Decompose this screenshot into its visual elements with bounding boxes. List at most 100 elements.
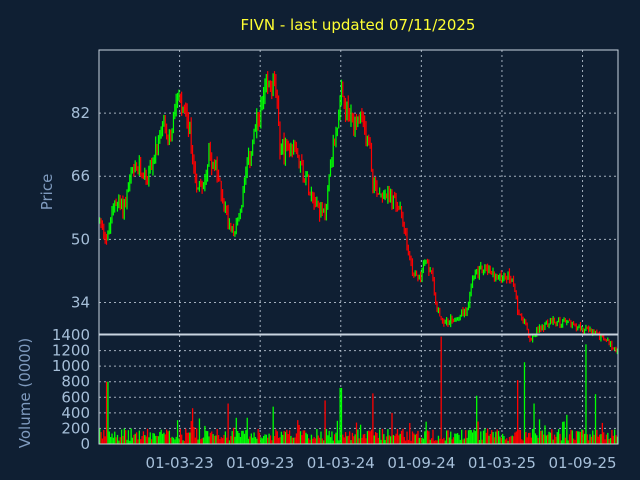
volume-bar — [227, 403, 229, 444]
volume-bar — [220, 437, 222, 444]
volume-bar — [581, 429, 583, 444]
volume-bar — [478, 440, 481, 444]
volume-bar — [291, 437, 293, 444]
volume-bar — [564, 437, 567, 444]
volume-bar — [174, 439, 176, 444]
volume-bar — [256, 438, 258, 444]
volume-bar — [339, 387, 341, 444]
volume-bar — [105, 381, 108, 444]
volume-bar — [287, 434, 289, 444]
volume-bar — [526, 437, 528, 444]
volume-bar — [473, 429, 475, 444]
volume-bar — [294, 437, 296, 444]
volume-bar — [544, 425, 546, 444]
volume-bar — [489, 433, 491, 444]
volume-bar — [364, 433, 366, 444]
volume-bar — [115, 437, 117, 444]
volume-bar — [215, 435, 217, 444]
volume-bar — [613, 429, 616, 444]
volume-bar — [392, 435, 395, 444]
volume-bar — [125, 430, 127, 444]
volume-bar — [511, 435, 513, 444]
volume-bar — [481, 439, 483, 444]
volume-bar — [353, 436, 355, 444]
volume-bar — [549, 432, 552, 444]
volume-bar — [426, 430, 429, 444]
volume-bar — [237, 431, 239, 444]
volume-bar — [182, 440, 184, 444]
volume-bar — [522, 440, 524, 444]
price-tick-labels: 34 50 66 82 — [71, 104, 90, 311]
volume-bar — [600, 434, 602, 444]
volume-bar — [155, 435, 157, 444]
volume-axis-label: Volume (0000) — [16, 338, 34, 448]
volume-bar — [267, 437, 269, 444]
volume-bar — [415, 433, 418, 444]
volume-bar — [288, 430, 291, 444]
volume-bar — [178, 438, 180, 444]
volume-bar — [347, 435, 349, 444]
volume-bar — [111, 433, 113, 444]
volume-bar — [194, 437, 196, 444]
volume-bar — [616, 436, 619, 444]
volume-bar — [217, 435, 220, 444]
volume-bar — [313, 437, 315, 444]
volume-bar — [187, 432, 190, 444]
volume-bar — [243, 433, 246, 444]
volume-bar — [536, 435, 538, 444]
volume-bar — [137, 439, 139, 444]
volume-bar — [461, 429, 463, 444]
volume-bar — [344, 432, 347, 444]
volume-bar — [216, 428, 218, 444]
volume-bar — [120, 429, 123, 444]
volume-bar — [133, 434, 135, 444]
volume-bar — [421, 437, 423, 444]
volume-bar — [342, 434, 344, 444]
volume-bar — [379, 429, 381, 444]
volume-bar — [384, 439, 386, 444]
volume-bar — [185, 428, 187, 444]
volume-bar — [254, 437, 257, 444]
volume-bar — [437, 435, 440, 444]
volume-bar — [533, 403, 535, 444]
volume-bar — [542, 434, 545, 444]
volume-bar — [141, 436, 143, 444]
volume-bar — [119, 437, 121, 444]
volume-bar — [213, 435, 216, 444]
volume-bar — [534, 433, 537, 444]
volume-bar — [597, 436, 599, 444]
volume-bar — [402, 428, 404, 444]
volume-bar — [612, 435, 614, 444]
volume-bar — [222, 438, 224, 444]
volume-bar — [269, 435, 272, 444]
volume-bar — [376, 433, 378, 444]
volume-bar — [129, 440, 131, 444]
volume-bar — [179, 428, 181, 444]
volume-bar — [112, 437, 115, 444]
volume-bar — [282, 434, 284, 444]
date-tick-label: 01-03-24 — [307, 454, 375, 472]
volume-bar — [280, 431, 283, 444]
volume-tick-label: 600 — [61, 388, 90, 406]
volume-bar — [428, 431, 430, 444]
volume-bar — [521, 439, 523, 444]
volume-bar — [275, 429, 277, 444]
volume-tick-label: 200 — [61, 419, 90, 437]
volume-bar — [459, 439, 461, 444]
volume-bar — [219, 439, 221, 444]
volume-bar — [537, 437, 539, 444]
volume-bar — [373, 435, 375, 444]
volume-bar — [271, 440, 273, 444]
volume-bar — [100, 432, 102, 444]
volume-bar — [605, 434, 608, 444]
volume-bar — [130, 428, 132, 444]
volume-bar — [525, 431, 527, 444]
volume-bar — [470, 430, 472, 444]
volume-bar — [601, 422, 603, 444]
volume-bar — [226, 437, 228, 444]
volume-bar — [309, 439, 311, 444]
volume-bar — [417, 430, 419, 444]
volume-bar — [283, 430, 285, 444]
